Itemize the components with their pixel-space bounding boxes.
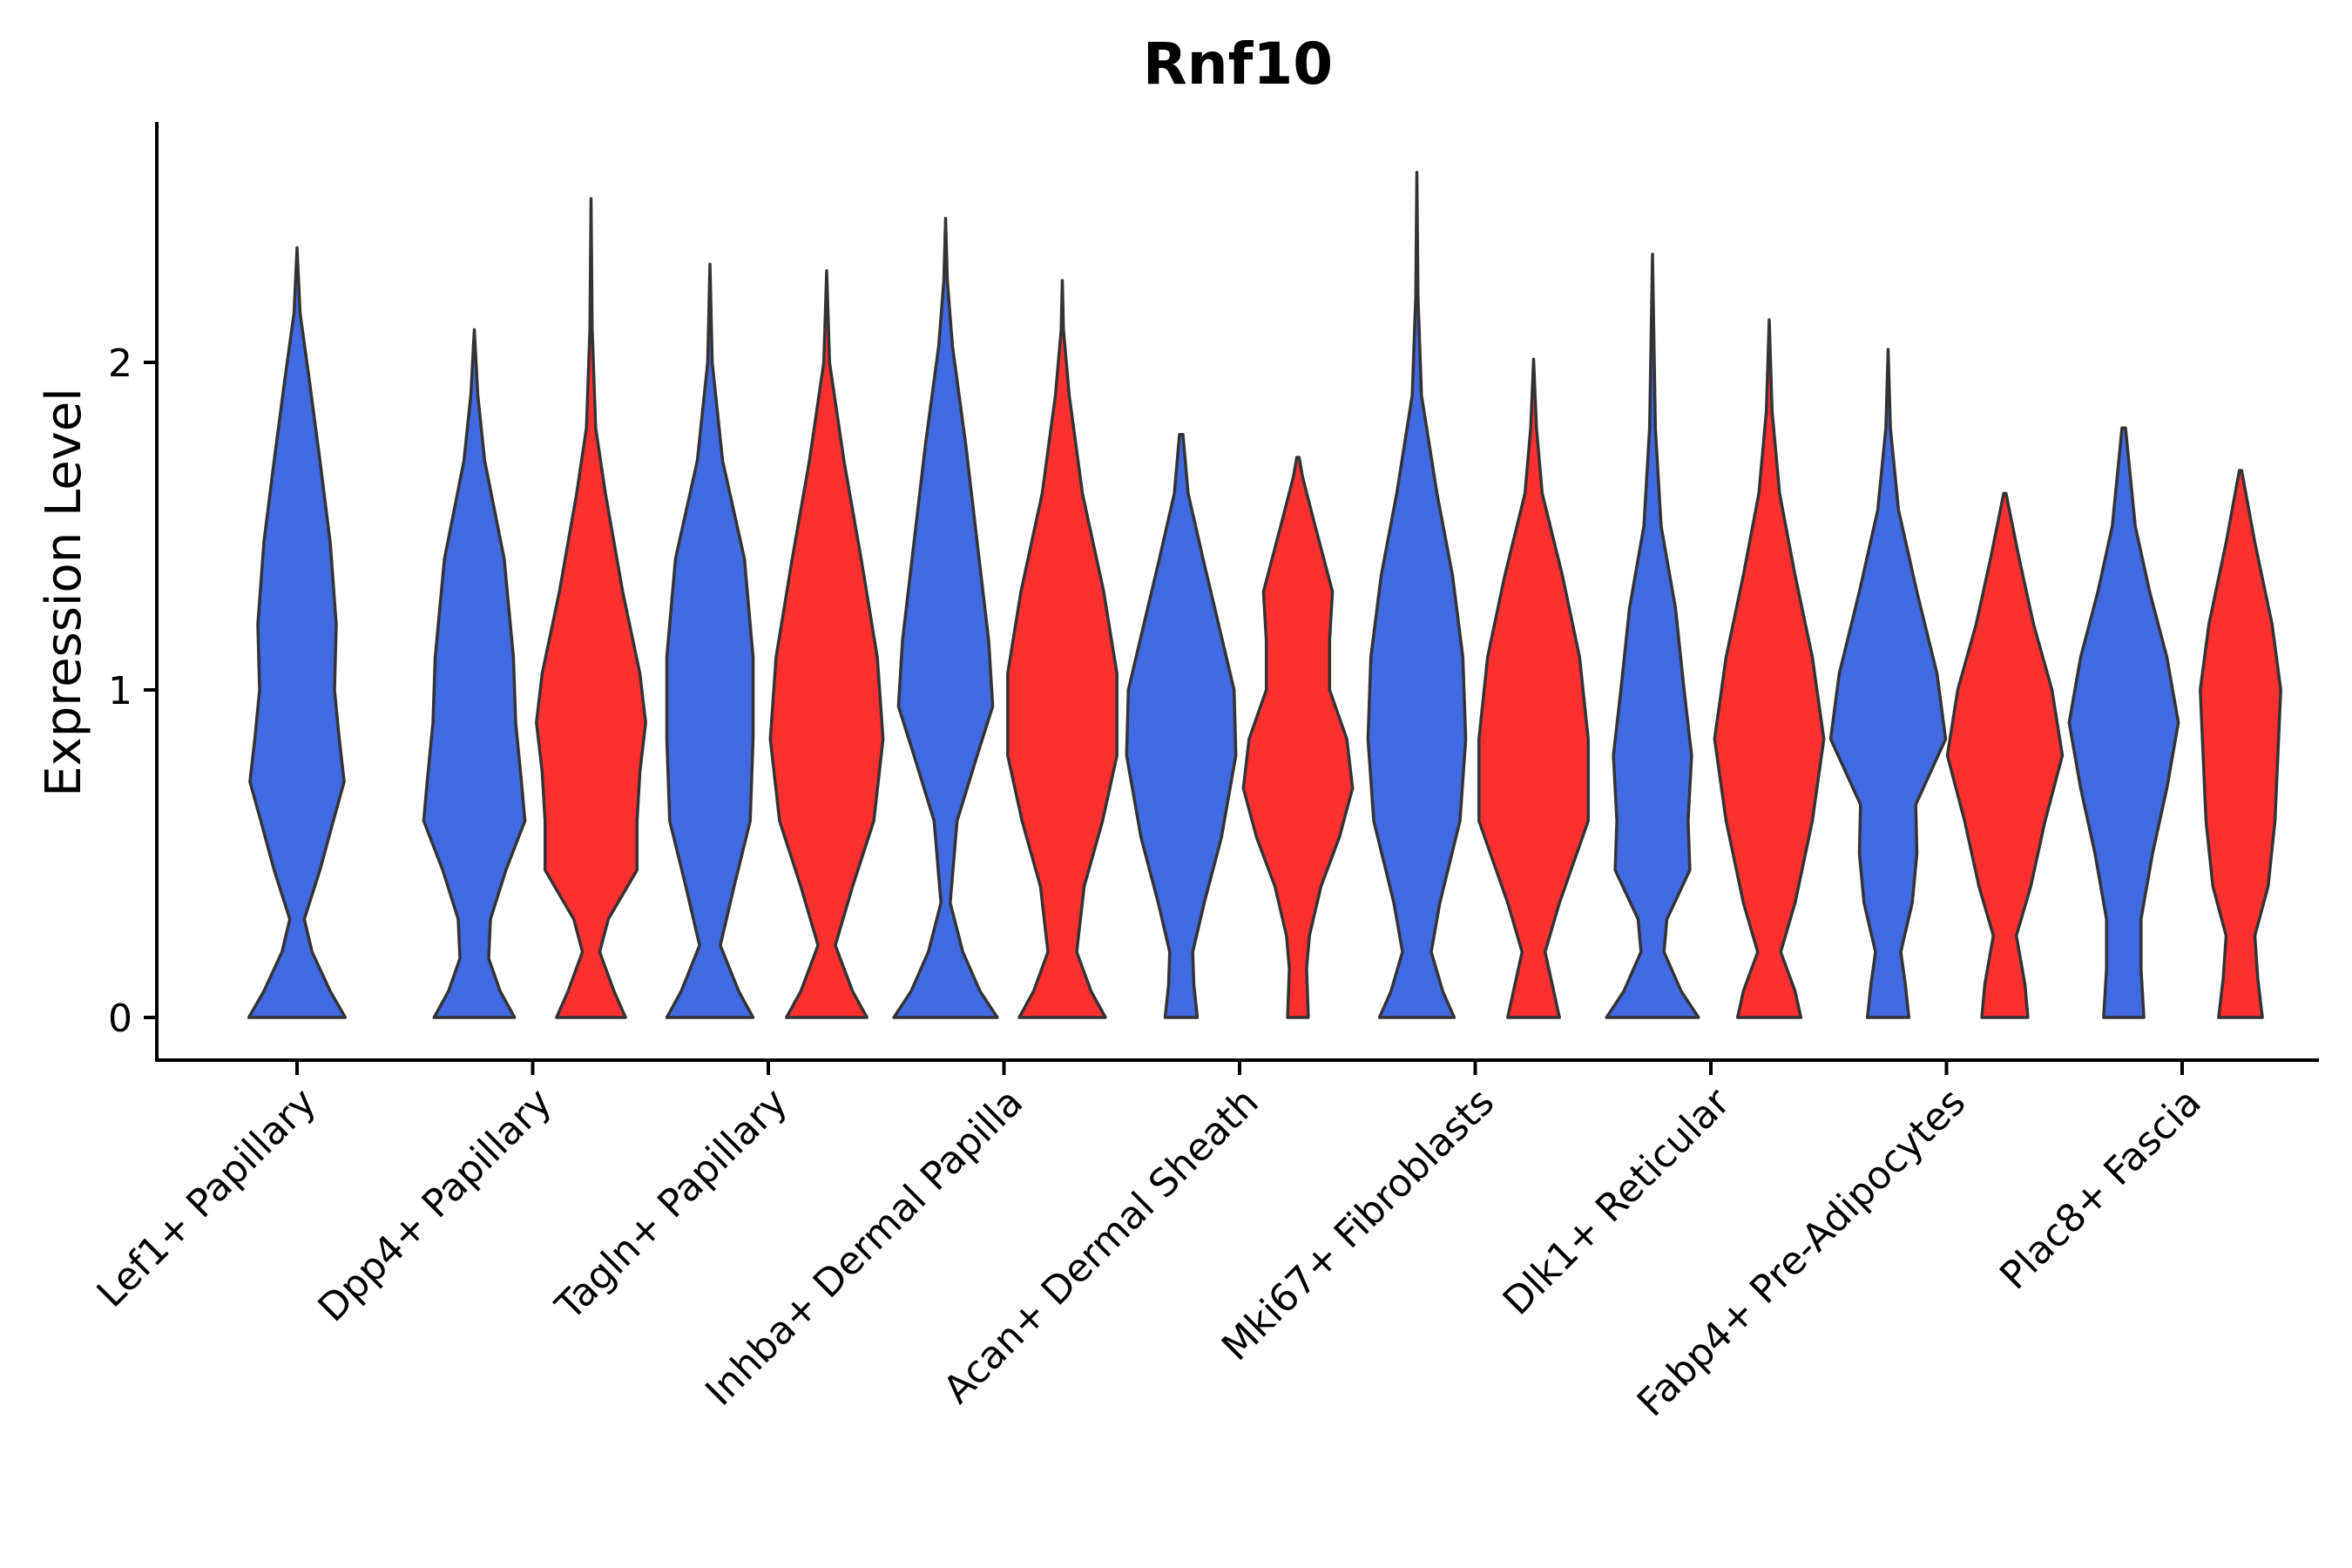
violin-group1-inhba-dermal-papilla bbox=[892, 216, 999, 1019]
violin-group1-plac8-fascia bbox=[2067, 426, 2180, 1019]
x-tick-label: Lef1+ Papillary bbox=[89, 1080, 325, 1316]
x-tick-label: Mki67+ Fibroblasts bbox=[1213, 1080, 1503, 1369]
x-tick-label: Dlk1+ Reticular bbox=[1495, 1079, 1740, 1324]
y-tick-label: 0 bbox=[108, 997, 132, 1041]
violin-group1-tagln-papillary bbox=[665, 262, 755, 1019]
x-tick-label: Tagln+ Papillary bbox=[547, 1080, 796, 1329]
violin-group2-inhba-dermal-papilla bbox=[1006, 279, 1119, 1019]
violin-group2-tagln-papillary bbox=[768, 268, 885, 1019]
violin-group1-mki67-fibroblasts bbox=[1366, 171, 1468, 1019]
y-tick-label: 1 bbox=[108, 669, 132, 713]
violin-group1-acan-dermal-sheath bbox=[1125, 432, 1238, 1019]
y-axis-label: Expression Level bbox=[36, 388, 92, 797]
violin-group2-dlk1-reticular bbox=[1713, 318, 1826, 1019]
violin-group2-plac8-fascia bbox=[2199, 469, 2282, 1019]
violin-layer bbox=[247, 171, 2282, 1019]
violin-group2-fabp4-pre-adipocytes bbox=[1945, 491, 2065, 1019]
violin-group2-mki67-fibroblasts bbox=[1477, 357, 1590, 1019]
violin-group2-acan-dermal-sheath bbox=[1241, 456, 1355, 1019]
violin-group1-dpp4-papillary bbox=[422, 328, 527, 1019]
x-tick-label: Plac8+ Fascia bbox=[1991, 1080, 2210, 1299]
y-tick-label: 2 bbox=[108, 341, 132, 386]
violin-group2-dpp4-papillary bbox=[535, 197, 647, 1019]
violin-group1-fabp4-pre-adipocytes bbox=[1828, 348, 1948, 1019]
y-axis: 0 1 2 bbox=[108, 122, 159, 1062]
chart-title: Rnf10 bbox=[1143, 30, 1333, 98]
violin-group1-dlk1-reticular bbox=[1605, 253, 1700, 1019]
violin-group1-lef1-papillary bbox=[247, 246, 348, 1019]
x-tick-label: Dpp4+ Papillary bbox=[310, 1080, 561, 1331]
